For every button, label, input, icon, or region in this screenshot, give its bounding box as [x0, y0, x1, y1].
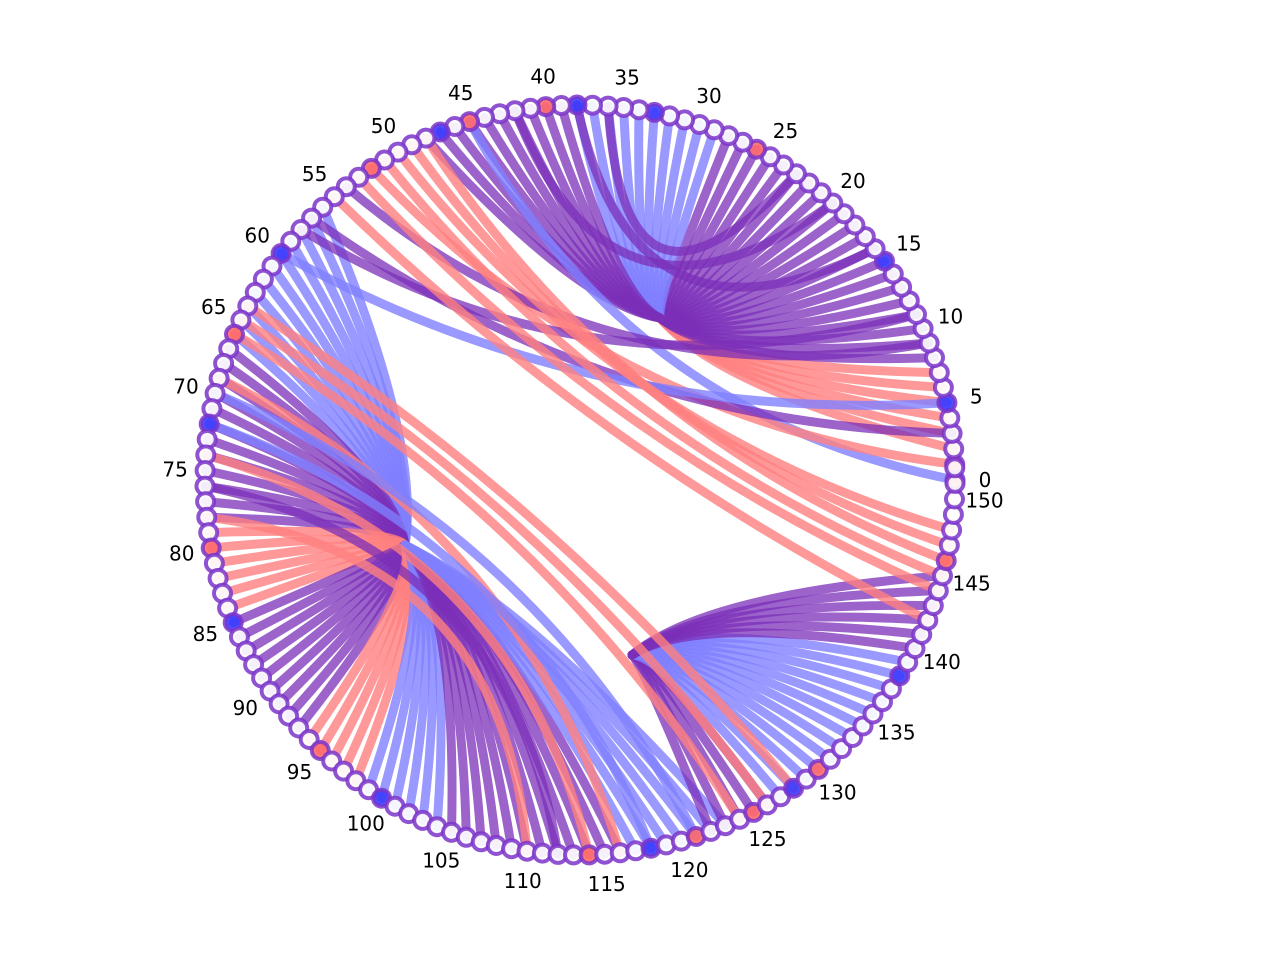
link-chord-64-128	[243, 301, 799, 793]
tick-label-30: 30	[696, 84, 721, 108]
link-chord-23-36	[603, 101, 801, 256]
tick-label-135: 135	[877, 721, 915, 745]
link-chord-16-38	[572, 100, 880, 292]
tick-label-120: 120	[670, 858, 708, 882]
tick-label-125: 125	[748, 827, 786, 851]
link-chord-20-42	[510, 106, 838, 270]
tick-label-40: 40	[530, 65, 555, 89]
tick-label-70: 70	[173, 375, 198, 399]
link-chord-74-114	[201, 450, 594, 860]
tick-label-60: 60	[244, 223, 269, 247]
tick-label-5: 5	[970, 385, 983, 409]
link-chord-66-124	[230, 329, 745, 824]
link-chord-1-52	[366, 163, 960, 469]
nodes-layer	[194, 94, 966, 866]
link-chord-11-58	[296, 225, 921, 350]
tick-labels: 0 5 10 15 20 25 30 35 40 45 50 55 60 65 70 75 80 85 90 95 10…	[162, 65, 1003, 896]
tick-label-105: 105	[422, 849, 460, 873]
tick-label-50: 50	[371, 114, 396, 138]
tick-label-95: 95	[287, 760, 312, 784]
link-chord-55-142	[329, 192, 933, 625]
tick-label-130: 130	[818, 781, 856, 805]
link-hub-a-48	[421, 133, 665, 323]
tick-label-75: 75	[162, 458, 187, 482]
tick-label-90: 90	[233, 696, 258, 720]
node-152	[944, 457, 966, 479]
link-chord-50-148	[393, 147, 957, 535]
tick-label-10: 10	[938, 305, 963, 329]
tick-label-65: 65	[201, 295, 226, 319]
links-layer	[200, 100, 960, 860]
link-chord-65-126	[236, 315, 772, 810]
tick-label-145: 145	[953, 572, 991, 596]
tick-label-15: 15	[896, 232, 921, 256]
link-chord-53-144	[354, 172, 943, 596]
tick-label-0: 0	[979, 468, 992, 492]
tick-label-100: 100	[347, 812, 385, 836]
link-chord-70-121	[210, 388, 701, 841]
link-chord-51-145	[380, 155, 947, 581]
tick-label-150: 150	[965, 489, 1003, 513]
tick-label-35: 35	[614, 66, 639, 90]
tick-label-80: 80	[169, 542, 194, 566]
tick-label-20: 20	[840, 169, 865, 193]
link-chord-76-112	[200, 481, 563, 859]
link-chord-72-118	[204, 419, 656, 853]
link-chord-0-45	[465, 117, 960, 485]
tick-label-85: 85	[193, 622, 218, 646]
link-chord-78-110	[202, 512, 532, 856]
link-chord-69-116	[214, 373, 625, 858]
tick-label-140: 140	[923, 650, 961, 674]
tick-label-115: 115	[588, 872, 626, 896]
tick-label-25: 25	[773, 119, 798, 143]
tick-label-110: 110	[504, 869, 542, 893]
link-hub-b-123	[400, 540, 730, 831]
tick-label-45: 45	[448, 81, 473, 105]
tick-label-55: 55	[302, 162, 327, 186]
